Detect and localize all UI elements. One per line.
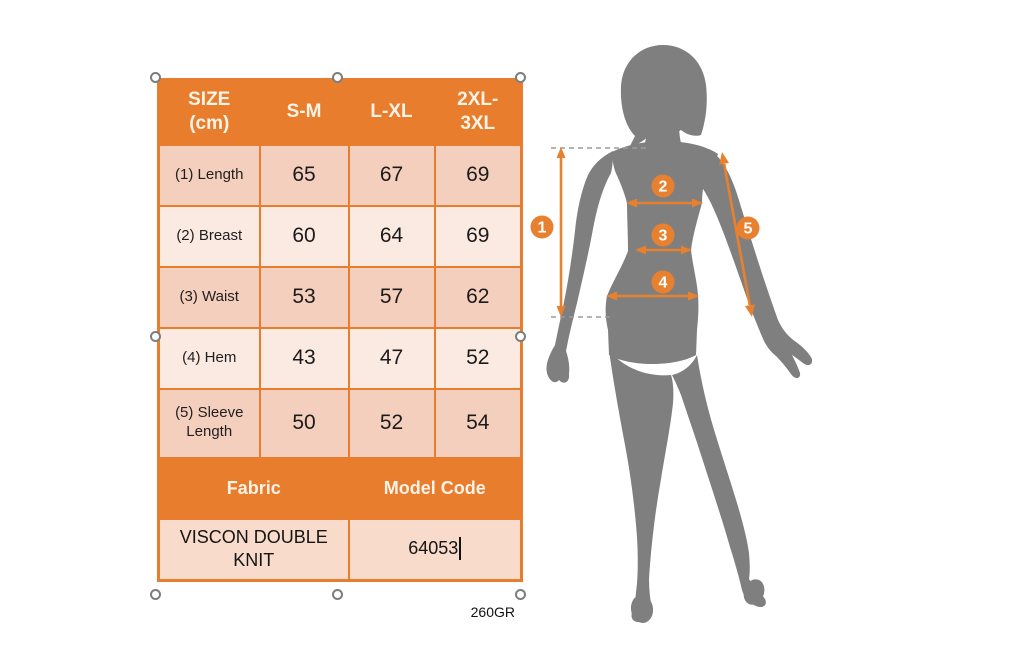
cell-value: 47 (347, 326, 436, 390)
cell-value: 65 (258, 143, 350, 207)
cell-value: 52 (433, 326, 523, 390)
marker-5: 5 (736, 216, 760, 240)
row-label-length: (1) Length (157, 143, 261, 207)
marker-2: 2 (651, 174, 675, 198)
cell-value: 43 (258, 326, 350, 390)
cell-value: 69 (433, 204, 523, 268)
table-row-breast: (2) Breast 60 64 69 (157, 204, 523, 268)
model-code-header: Model Code (347, 456, 523, 520)
table-row-sleeve-length: (5) Sleeve Length 50 52 54 (157, 387, 523, 459)
fabric-value-row: VISCON DOUBLE KNIT 64053 (157, 517, 523, 582)
waist-arrow (635, 245, 692, 255)
cell-value: 54 (433, 387, 523, 459)
text-caret (459, 537, 462, 561)
selection-handle-bottom-right[interactable] (515, 589, 526, 600)
cell-value: 62 (433, 265, 523, 329)
body-measurement-figure: 1 2 3 4 5 (530, 45, 813, 623)
female-silhouette-icon (546, 45, 813, 623)
table-row-length: (1) Length 65 67 69 (157, 143, 523, 207)
cell-value: 57 (347, 265, 436, 329)
size-chart-table: SIZE (cm) S-M L-XL 2XL-3XL (1) Length 65… (157, 78, 523, 582)
marker-4-label: 4 (659, 275, 668, 292)
row-label-sleeve-length: (5) Sleeve Length (157, 387, 261, 459)
length-arrow (556, 147, 566, 317)
selection-handle-top-middle[interactable] (332, 72, 343, 83)
breast-arrow (626, 198, 703, 208)
selection-handle-middle-right[interactable] (515, 331, 526, 342)
cell-value: 64 (347, 204, 436, 268)
cell-value: 60 (258, 204, 350, 268)
table-row-waist: (3) Waist 53 57 62 (157, 265, 523, 329)
marker-3-label: 3 (659, 228, 668, 245)
marker-1: 1 (530, 215, 554, 239)
model-code-cell[interactable]: 64053 (347, 517, 523, 582)
marker-2-label: 2 (659, 179, 668, 196)
cell-value: 53 (258, 265, 350, 329)
selection-handle-bottom-left[interactable] (150, 589, 161, 600)
marker-1-label: 1 (538, 220, 547, 237)
cell-value: 67 (347, 143, 436, 207)
row-label-waist: (3) Waist (157, 265, 261, 329)
marker-3: 3 (651, 223, 675, 247)
header-s-m: S-M (258, 78, 350, 146)
selection-handle-top-left[interactable] (150, 72, 161, 83)
cell-value: 50 (258, 387, 350, 459)
fabric-header: Fabric (157, 456, 350, 520)
fabric-value: VISCON DOUBLE KNIT (157, 517, 350, 582)
model-code-value: 64053 (408, 538, 459, 559)
header-size-cm: SIZE (cm) (157, 78, 261, 146)
hem-arrow (606, 291, 699, 301)
weight-note: 260GR (470, 604, 515, 620)
header-l-xl: L-XL (347, 78, 436, 146)
cell-value: 52 (347, 387, 436, 459)
fabric-header-row: Fabric Model Code (157, 456, 523, 520)
selection-handle-middle-left[interactable] (150, 331, 161, 342)
sleeve-arrow (719, 152, 755, 317)
marker-4: 4 (651, 270, 675, 294)
table-row-hem: (4) Hem 43 47 52 (157, 326, 523, 390)
selection-handle-top-right[interactable] (515, 72, 526, 83)
row-label-hem: (4) Hem (157, 326, 261, 390)
selection-handle-bottom-middle[interactable] (332, 589, 343, 600)
cell-value: 69 (433, 143, 523, 207)
row-label-breast: (2) Breast (157, 204, 261, 268)
marker-5-label: 5 (744, 221, 753, 238)
header-2xl-3xl: 2XL-3XL (433, 78, 523, 146)
table-header-row: SIZE (cm) S-M L-XL 2XL-3XL (157, 78, 523, 146)
